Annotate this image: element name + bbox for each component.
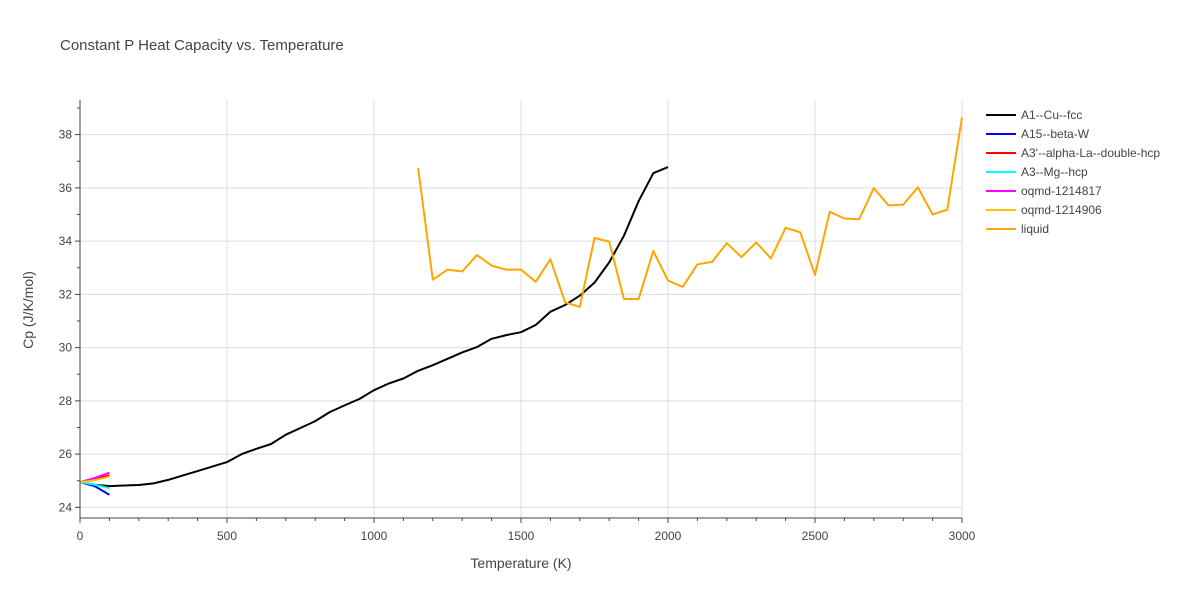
- x-tick-label: 2000: [655, 529, 682, 543]
- x-tick-label: 500: [217, 529, 237, 543]
- legend-label: A1--Cu--fcc: [1021, 108, 1082, 122]
- legend-item-a3-mg-hcp[interactable]: A3--Mg--hcp: [986, 165, 1088, 179]
- legend[interactable]: A1--Cu--fcc A15--beta-W A3'--alpha-La--dou…: [986, 108, 1160, 236]
- x-tick-label: 2500: [802, 529, 829, 543]
- y-tick-label: 28: [59, 394, 73, 408]
- legend-item-a1-cu-fcc[interactable]: A1--Cu--fcc: [986, 108, 1082, 122]
- legend-item-a15-beta-w[interactable]: A15--beta-W: [986, 127, 1090, 141]
- y-tick-label: 38: [59, 128, 73, 142]
- x-tick-label: 1500: [508, 529, 535, 543]
- x-tick-label: 3000: [949, 529, 976, 543]
- series-line-a1-cu-fcc: [79, 166, 669, 488]
- legend-label: A3--Mg--hcp: [1021, 165, 1088, 179]
- x-tick-label: 0: [77, 529, 84, 543]
- y-tick-label: 30: [59, 341, 73, 355]
- series-line-oqmd-1214906: [79, 475, 110, 484]
- x-tick-label: 1000: [361, 529, 388, 543]
- y-tick-label: 24: [59, 500, 73, 514]
- axes: 0 500 1000 1500 2000 2500 3000 24 26 28 30 32 34 36 38: [59, 100, 976, 543]
- chart-title: Constant P Heat Capacity vs. Temperature: [60, 37, 344, 54]
- series-line-a3-mg-hcp: [79, 481, 110, 490]
- legend-label: liquid: [1021, 222, 1049, 236]
- grid: [80, 100, 963, 518]
- series-line-liquid: [417, 117, 963, 308]
- y-tick-label: 26: [59, 447, 73, 461]
- legend-label: oqmd-1214906: [1021, 203, 1102, 217]
- legend-label: A3'--alpha-La--double-hcp: [1021, 146, 1160, 160]
- legend-label: A15--beta-W: [1021, 127, 1090, 141]
- legend-item-oqmd-1214817[interactable]: oqmd-1214817: [986, 184, 1102, 198]
- y-axis-title: Cp (J/K/mol): [20, 271, 36, 349]
- legend-item-oqmd-1214906[interactable]: oqmd-1214906: [986, 203, 1102, 217]
- y-tick-label: 32: [59, 287, 73, 301]
- legend-label: oqmd-1214817: [1021, 184, 1102, 198]
- legend-item-liquid[interactable]: liquid: [986, 222, 1049, 236]
- plot-area: [79, 117, 963, 496]
- y-tick-label: 36: [59, 181, 73, 195]
- y-tick-label: 34: [59, 234, 73, 248]
- x-axis-title: Temperature (K): [470, 555, 571, 571]
- legend-item-a3-alpha-la-double-hcp[interactable]: A3'--alpha-La--double-hcp: [986, 146, 1160, 160]
